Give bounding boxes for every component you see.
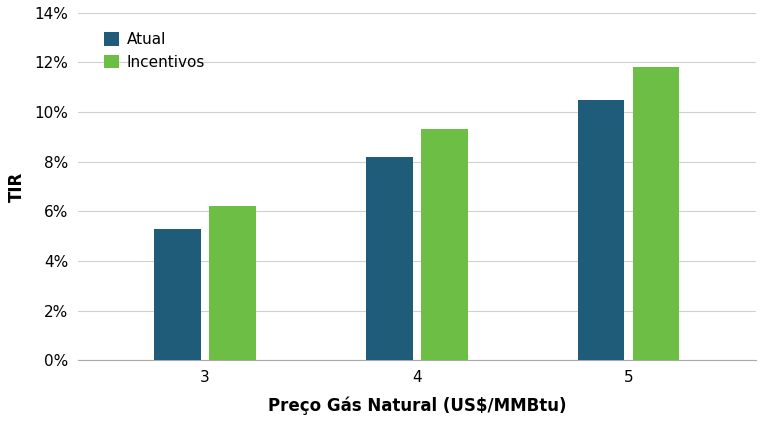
X-axis label: Preço Gás Natural (US$/MMBtu): Preço Gás Natural (US$/MMBtu) — [267, 396, 566, 415]
Legend: Atual, Incentivos: Atual, Incentivos — [99, 27, 210, 74]
Y-axis label: TIR: TIR — [8, 171, 26, 202]
Bar — [366, 157, 413, 360]
Bar — [154, 229, 201, 360]
Bar — [578, 100, 624, 360]
Bar — [633, 67, 679, 360]
Bar — [210, 206, 256, 360]
Bar — [421, 129, 467, 360]
